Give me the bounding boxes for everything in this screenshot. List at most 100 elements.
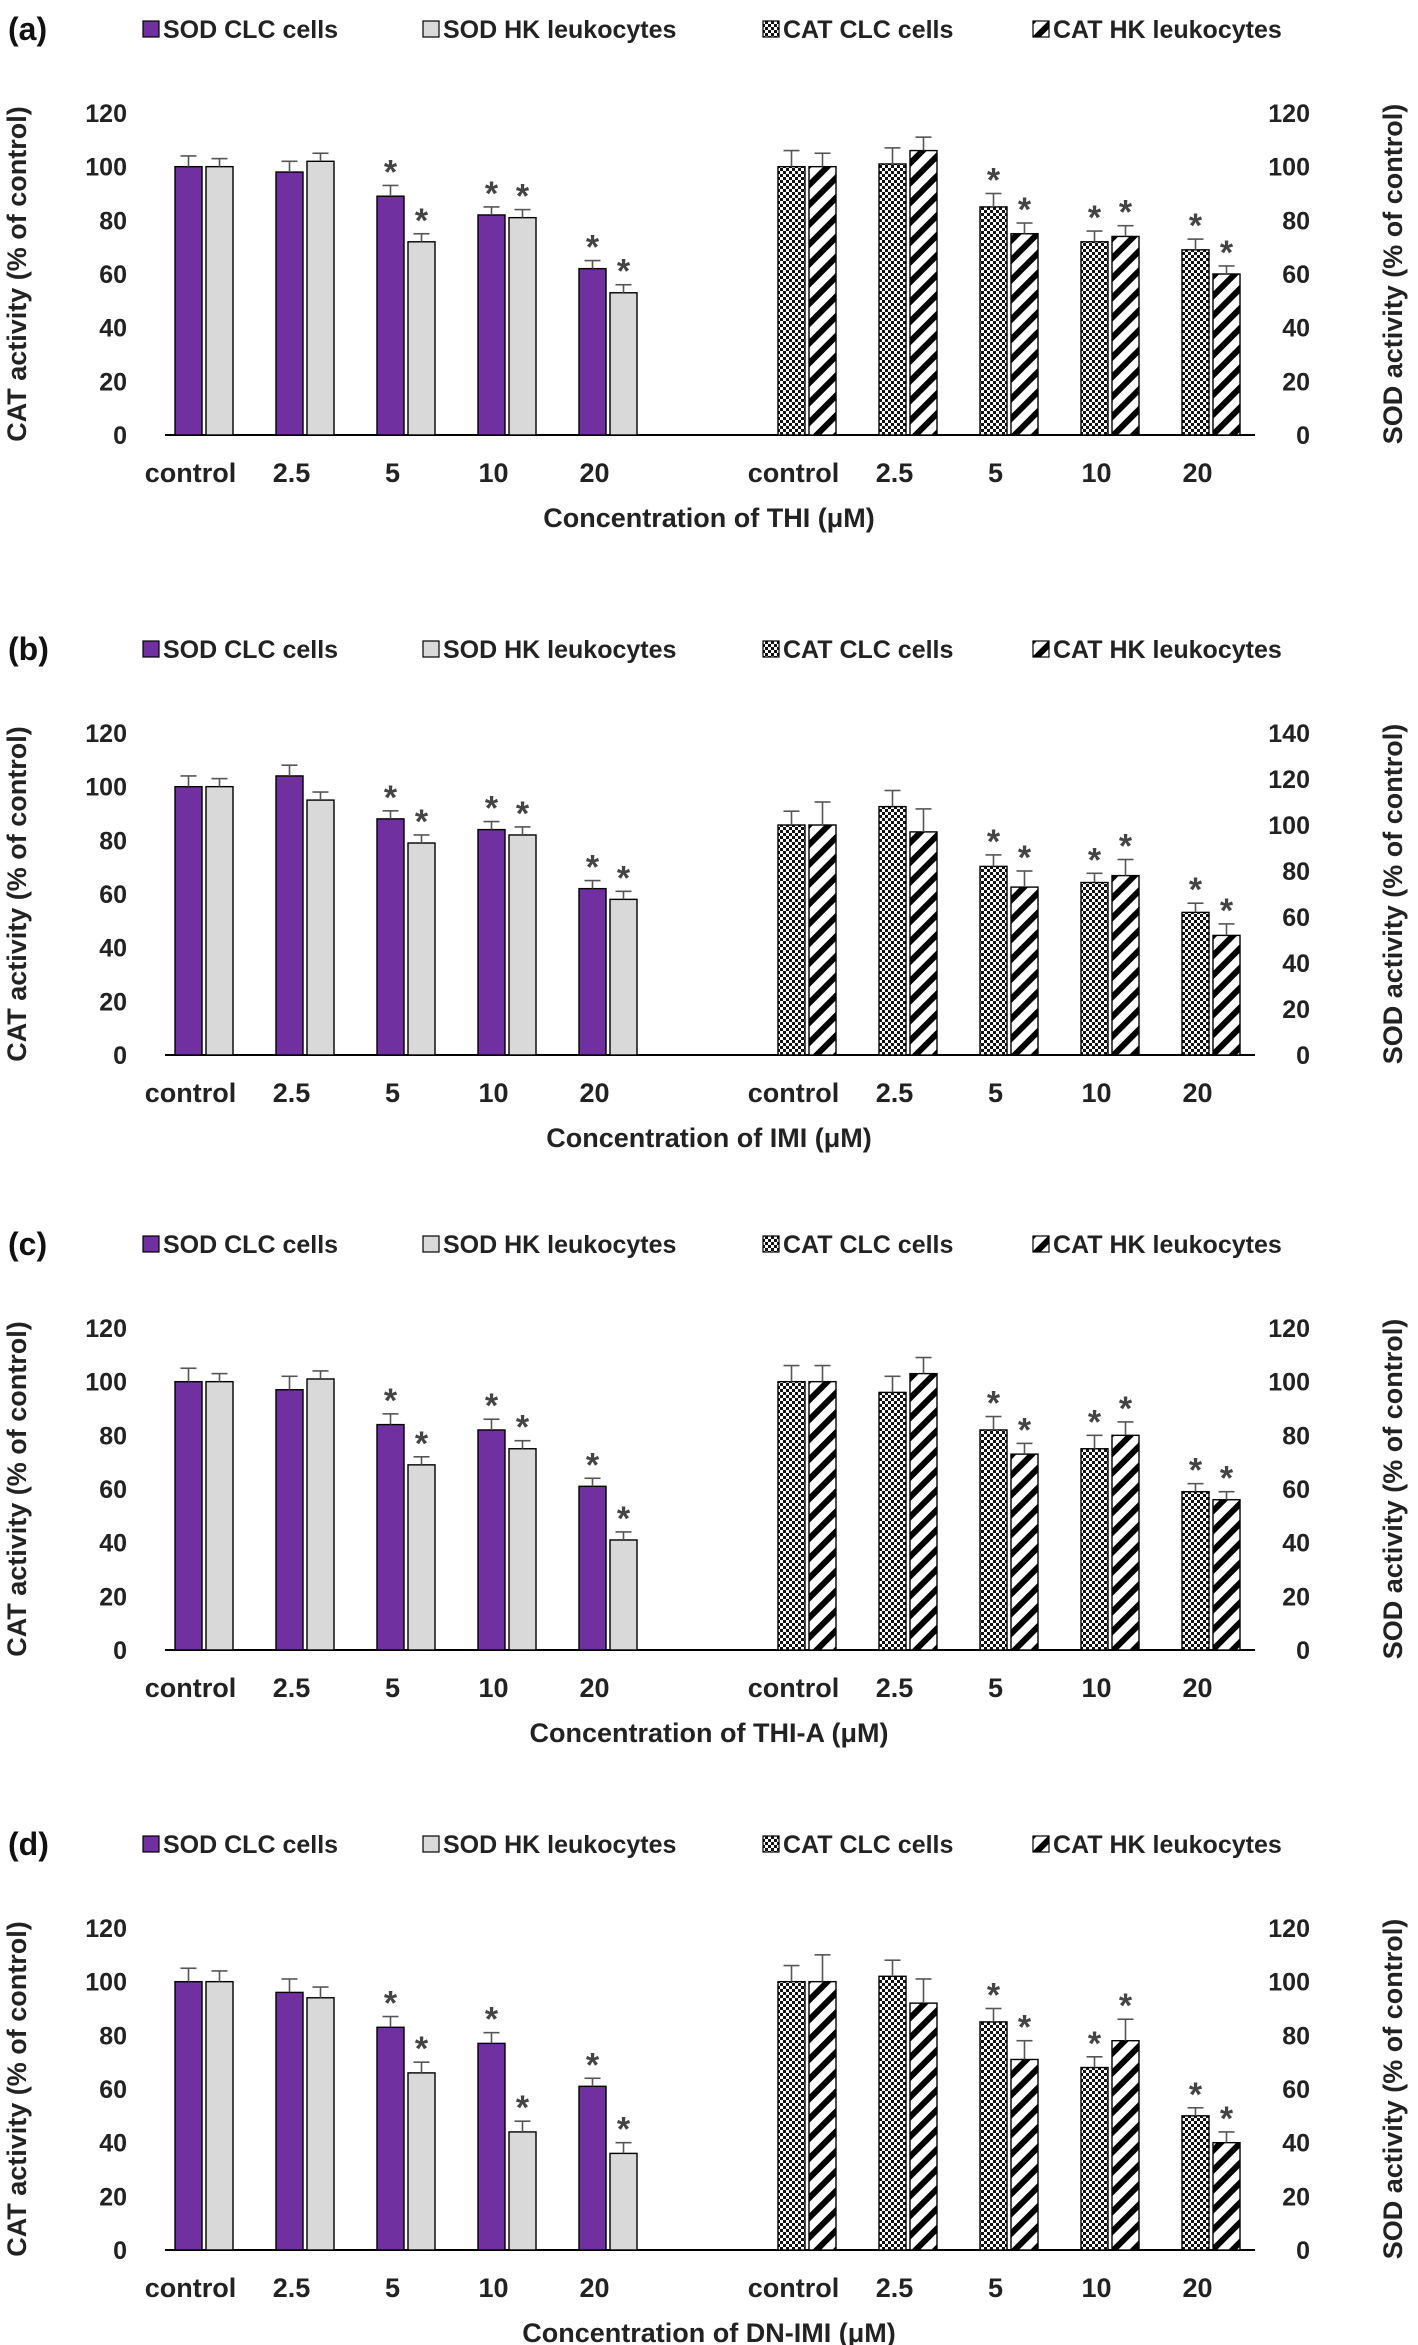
significance-marker: * — [1119, 1390, 1133, 1428]
significance-marker: * — [415, 2030, 429, 2068]
significance-marker: * — [1088, 199, 1102, 237]
bar — [777, 824, 806, 1056]
bar — [777, 1380, 806, 1651]
bar — [578, 267, 607, 436]
legend-entry-1: SOD CLC cells — [163, 16, 338, 44]
bar — [306, 799, 335, 1056]
bar — [808, 1980, 837, 2251]
x-tick-label: 5 — [385, 1673, 400, 1703]
y-tick-left-80: 80 — [99, 2022, 127, 2050]
bar — [1181, 911, 1210, 1056]
x-tick-label: 10 — [478, 458, 508, 488]
bar — [1010, 886, 1039, 1056]
y-tick-left-120: 120 — [85, 1315, 127, 1343]
y-tick-right-80: 80 — [1282, 858, 1310, 886]
bar — [205, 785, 234, 1056]
y-tick-left-0: 0 — [113, 1637, 127, 1665]
y-axis-title-right: SOD activity (% of control) — [1378, 1319, 1408, 1660]
y-tick-right-60: 60 — [1282, 261, 1310, 289]
panel-label: (a) — [8, 11, 47, 47]
bar — [508, 2131, 537, 2251]
panel-label: (c) — [8, 1226, 47, 1262]
x-tick-label: 5 — [988, 2273, 1003, 2303]
y-tick-left-100: 100 — [85, 1969, 127, 1997]
bar — [508, 216, 537, 436]
x-tick-label: 5 — [988, 458, 1003, 488]
legend-entry-3: CAT CLC cells — [783, 16, 953, 44]
bar — [979, 206, 1008, 436]
significance-marker: * — [1018, 191, 1032, 229]
bar — [609, 1539, 638, 1651]
y-tick-left-60: 60 — [99, 881, 127, 909]
bar — [1181, 1490, 1210, 1651]
bar — [407, 1464, 436, 1651]
chart-panel-4: (d) SOD CLC cells SOD HK leukocytes CAT CLC… — [2, 1826, 1408, 2345]
y-tick-right-80: 80 — [1282, 1422, 1310, 1450]
significance-marker: * — [485, 175, 499, 213]
legend-entry-4: CAT HK leukocytes — [1053, 1831, 1282, 1859]
bar — [609, 2152, 638, 2251]
legend-swatch-2 — [422, 20, 440, 38]
y-tick-right-40: 40 — [1282, 315, 1310, 343]
y-tick-right-20: 20 — [1282, 1583, 1310, 1611]
x-tick-label: 2.5 — [876, 458, 914, 488]
significance-marker: * — [1220, 892, 1234, 930]
bar — [777, 1980, 806, 2251]
significance-marker: * — [516, 795, 530, 833]
bar — [205, 165, 234, 436]
legend-swatch-2 — [422, 1835, 440, 1853]
bar — [477, 1429, 506, 1651]
y-tick-right-20: 20 — [1282, 996, 1310, 1024]
x-axis-title: Concentration of DN-IMI (μM) — [522, 2318, 895, 2345]
y-tick-left-0: 0 — [113, 2237, 127, 2265]
bar — [477, 2042, 506, 2251]
bar — [878, 163, 907, 436]
x-tick-label: 20 — [579, 1673, 609, 1703]
x-tick-label: 20 — [1182, 458, 1212, 488]
significance-marker: * — [1220, 234, 1234, 272]
bar — [878, 1391, 907, 1651]
y-tick-left-60: 60 — [99, 2076, 127, 2104]
bar — [979, 1429, 1008, 1651]
y-tick-left-0: 0 — [113, 1042, 127, 1070]
y-tick-right-60: 60 — [1282, 2076, 1310, 2104]
bar — [808, 165, 837, 436]
x-tick-label: 5 — [385, 2273, 400, 2303]
bar — [1212, 273, 1241, 436]
bar — [407, 2072, 436, 2251]
significance-marker: * — [617, 859, 631, 897]
significance-marker: * — [586, 2046, 600, 2084]
y-axis-title-left: CAT activity (% of control) — [2, 1921, 32, 2257]
significance-marker: * — [987, 162, 1001, 200]
bar — [777, 165, 806, 436]
bar — [1080, 881, 1109, 1056]
y-tick-right-80: 80 — [1282, 207, 1310, 235]
x-tick-label: control — [748, 1078, 840, 1108]
legend-swatch-2 — [422, 640, 440, 658]
x-tick-label: control — [145, 1078, 237, 1108]
significance-marker: * — [384, 1985, 398, 2023]
significance-marker: * — [415, 202, 429, 240]
bar — [407, 842, 436, 1056]
bar — [578, 887, 607, 1056]
bar — [1111, 2039, 1140, 2251]
y-tick-left-120: 120 — [85, 1915, 127, 1943]
bar — [477, 214, 506, 436]
bar — [275, 775, 304, 1056]
x-tick-label: 2.5 — [876, 2273, 914, 2303]
legend-swatch-4 — [1032, 20, 1050, 38]
bar — [1080, 1448, 1109, 1651]
x-tick-label: 20 — [579, 458, 609, 488]
bar — [275, 171, 304, 436]
x-tick-label: control — [145, 458, 237, 488]
bar — [1111, 874, 1140, 1056]
y-tick-left-20: 20 — [99, 988, 127, 1016]
significance-marker: * — [384, 779, 398, 817]
significance-marker: * — [617, 2111, 631, 2149]
y-tick-right-120: 120 — [1268, 1315, 1310, 1343]
y-tick-left-40: 40 — [99, 2130, 127, 2158]
y-tick-right-140: 140 — [1268, 720, 1310, 748]
bar — [1010, 2058, 1039, 2251]
bar — [1212, 2141, 1241, 2251]
y-tick-left-120: 120 — [85, 720, 127, 748]
